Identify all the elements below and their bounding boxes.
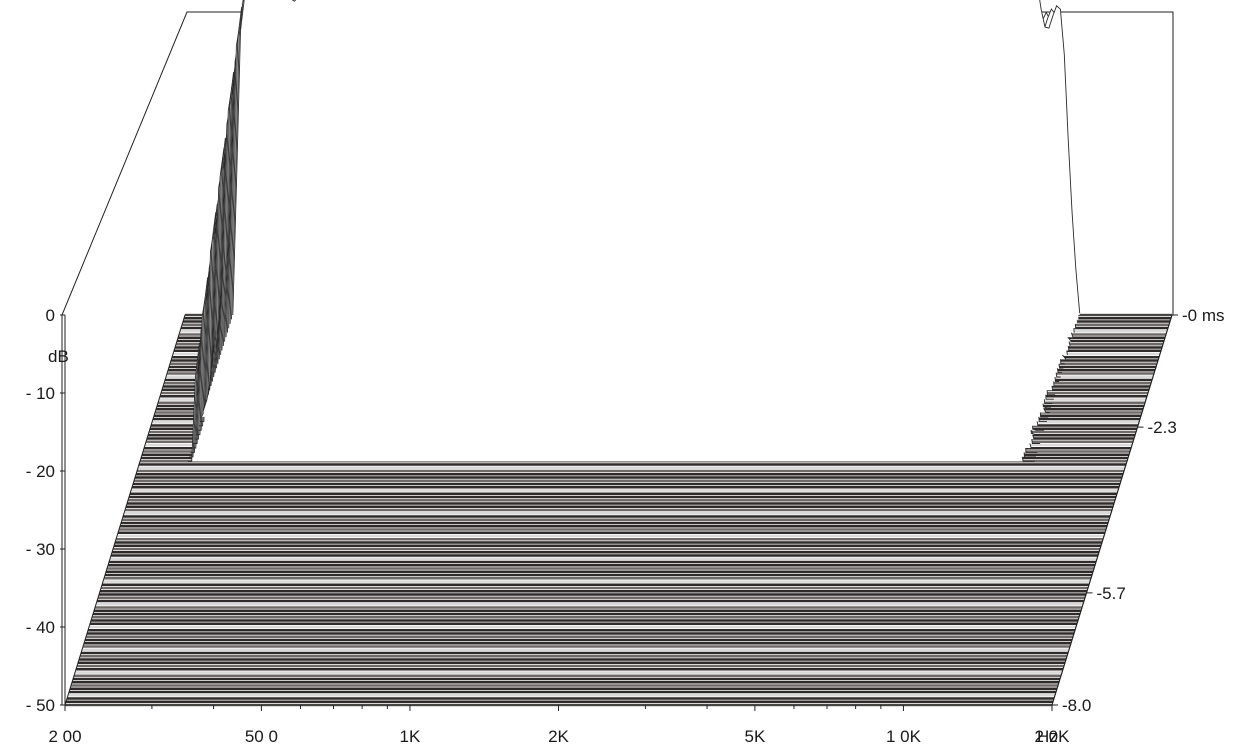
x-tick-label: 1 0K xyxy=(886,727,922,746)
decay-surface xyxy=(187,0,1081,462)
x-unit-label: Hz xyxy=(1037,727,1058,746)
x-tick-label: 1K xyxy=(400,727,421,746)
y-tick-label: - 40 xyxy=(26,618,55,637)
z-tick-label: -0 ms xyxy=(1182,306,1225,325)
x-tick-label: 2 00 xyxy=(48,727,81,746)
y-tick-label: 0 xyxy=(46,306,55,325)
plot-frame xyxy=(61,11,1174,705)
x-tick-label: 2 0K xyxy=(1035,727,1071,746)
y-tick-labels: 0 - 10 - 20 - 30 - 40 - 50 xyxy=(26,306,55,715)
surface-fill xyxy=(232,0,1080,315)
y-tick-label: - 50 xyxy=(26,696,55,715)
z-tick-label: -2.3 xyxy=(1148,418,1177,437)
z-tick-labels: -0 ms -2.3 -5.7 -8.0 xyxy=(1062,306,1225,715)
wall-outline xyxy=(61,11,1174,705)
x-tick-label: 2K xyxy=(548,727,569,746)
x-tick-label: 5K xyxy=(744,727,765,746)
y-tick-label: - 20 xyxy=(26,462,55,481)
axes xyxy=(60,314,1178,711)
x-tick-label: 50 0 xyxy=(245,727,278,746)
x-tick-labels: 2 00 50 0 1K 2K 5K 1 0K 2 0K xyxy=(48,727,1070,746)
z-axis-line xyxy=(1051,314,1173,706)
y-unit-label: dB xyxy=(48,347,69,366)
z-tick-label: -8.0 xyxy=(1062,696,1091,715)
y-tick-label: - 30 xyxy=(26,540,55,559)
y-tick-label: - 10 xyxy=(26,384,55,403)
z-tick-label: -5.7 xyxy=(1097,584,1126,603)
